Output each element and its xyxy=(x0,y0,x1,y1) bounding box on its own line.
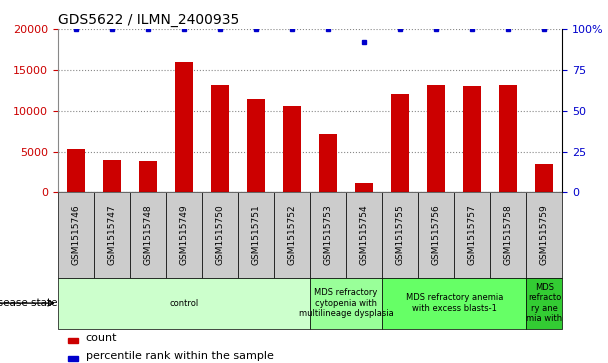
Bar xyxy=(283,106,301,192)
Text: GSM1515746: GSM1515746 xyxy=(71,205,80,265)
Text: GSM1515756: GSM1515756 xyxy=(432,205,441,265)
Text: disease state: disease state xyxy=(0,298,58,308)
FancyBboxPatch shape xyxy=(58,192,94,278)
Bar xyxy=(427,85,445,192)
FancyBboxPatch shape xyxy=(418,192,454,278)
Text: GSM1515751: GSM1515751 xyxy=(252,205,260,265)
FancyBboxPatch shape xyxy=(346,192,382,278)
Text: GDS5622 / ILMN_2400935: GDS5622 / ILMN_2400935 xyxy=(58,13,239,26)
Text: GSM1515753: GSM1515753 xyxy=(323,205,333,265)
Bar xyxy=(536,164,553,192)
Bar xyxy=(499,85,517,192)
FancyBboxPatch shape xyxy=(310,192,346,278)
Bar xyxy=(68,338,78,343)
FancyBboxPatch shape xyxy=(527,192,562,278)
Bar xyxy=(175,62,193,192)
Text: GSM1515758: GSM1515758 xyxy=(504,205,513,265)
Text: GSM1515754: GSM1515754 xyxy=(360,205,368,265)
Bar xyxy=(391,94,409,192)
FancyBboxPatch shape xyxy=(202,192,238,278)
FancyBboxPatch shape xyxy=(166,192,202,278)
FancyBboxPatch shape xyxy=(454,192,490,278)
Bar xyxy=(139,160,157,192)
Bar xyxy=(211,85,229,192)
Text: MDS refractory
cytopenia with
multilineage dysplasia: MDS refractory cytopenia with multilinea… xyxy=(299,288,393,318)
Text: MDS
refracto
ry ane
mia with: MDS refracto ry ane mia with xyxy=(527,283,562,323)
Bar xyxy=(463,86,482,192)
Bar xyxy=(68,356,78,361)
Bar xyxy=(103,160,121,192)
FancyBboxPatch shape xyxy=(58,278,310,329)
Text: count: count xyxy=(86,333,117,343)
Text: GSM1515748: GSM1515748 xyxy=(143,205,153,265)
FancyBboxPatch shape xyxy=(527,278,562,329)
FancyBboxPatch shape xyxy=(382,278,527,329)
Text: GSM1515755: GSM1515755 xyxy=(396,205,405,265)
Text: GSM1515750: GSM1515750 xyxy=(215,205,224,265)
Bar xyxy=(247,99,265,192)
Text: GSM1515757: GSM1515757 xyxy=(468,205,477,265)
FancyBboxPatch shape xyxy=(130,192,166,278)
Bar xyxy=(355,183,373,192)
FancyBboxPatch shape xyxy=(238,192,274,278)
FancyBboxPatch shape xyxy=(274,192,310,278)
Text: GSM1515747: GSM1515747 xyxy=(108,205,116,265)
FancyBboxPatch shape xyxy=(490,192,527,278)
FancyBboxPatch shape xyxy=(382,192,418,278)
Text: percentile rank within the sample: percentile rank within the sample xyxy=(86,351,274,362)
Text: control: control xyxy=(169,299,199,307)
Text: GSM1515749: GSM1515749 xyxy=(179,205,188,265)
FancyBboxPatch shape xyxy=(94,192,130,278)
Text: GSM1515752: GSM1515752 xyxy=(288,205,297,265)
Text: MDS refractory anemia
with excess blasts-1: MDS refractory anemia with excess blasts… xyxy=(406,293,503,313)
Bar xyxy=(319,134,337,192)
Text: GSM1515759: GSM1515759 xyxy=(540,205,549,265)
Bar xyxy=(67,149,85,192)
FancyBboxPatch shape xyxy=(310,278,382,329)
